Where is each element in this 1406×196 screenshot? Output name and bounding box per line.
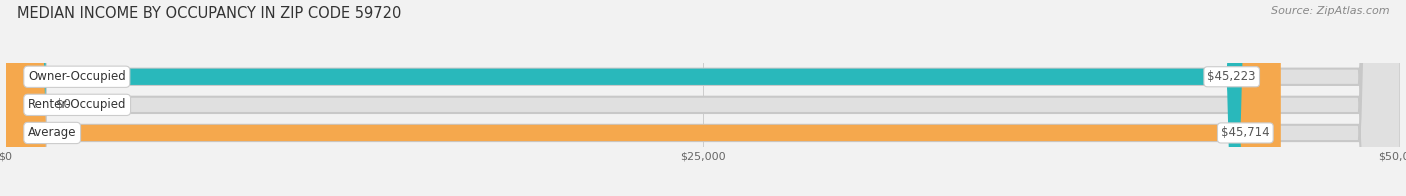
Text: $45,223: $45,223 xyxy=(1208,70,1256,83)
Text: $45,714: $45,714 xyxy=(1220,126,1270,139)
FancyBboxPatch shape xyxy=(6,0,1281,196)
FancyBboxPatch shape xyxy=(6,0,1400,196)
Text: MEDIAN INCOME BY OCCUPANCY IN ZIP CODE 59720: MEDIAN INCOME BY OCCUPANCY IN ZIP CODE 5… xyxy=(17,6,401,21)
FancyBboxPatch shape xyxy=(6,0,1267,196)
Text: $0: $0 xyxy=(56,98,70,111)
Text: Average: Average xyxy=(28,126,76,139)
FancyBboxPatch shape xyxy=(6,0,1400,196)
Text: Owner-Occupied: Owner-Occupied xyxy=(28,70,125,83)
FancyBboxPatch shape xyxy=(6,0,1400,196)
Text: Renter-Occupied: Renter-Occupied xyxy=(28,98,127,111)
Text: Source: ZipAtlas.com: Source: ZipAtlas.com xyxy=(1271,6,1389,16)
